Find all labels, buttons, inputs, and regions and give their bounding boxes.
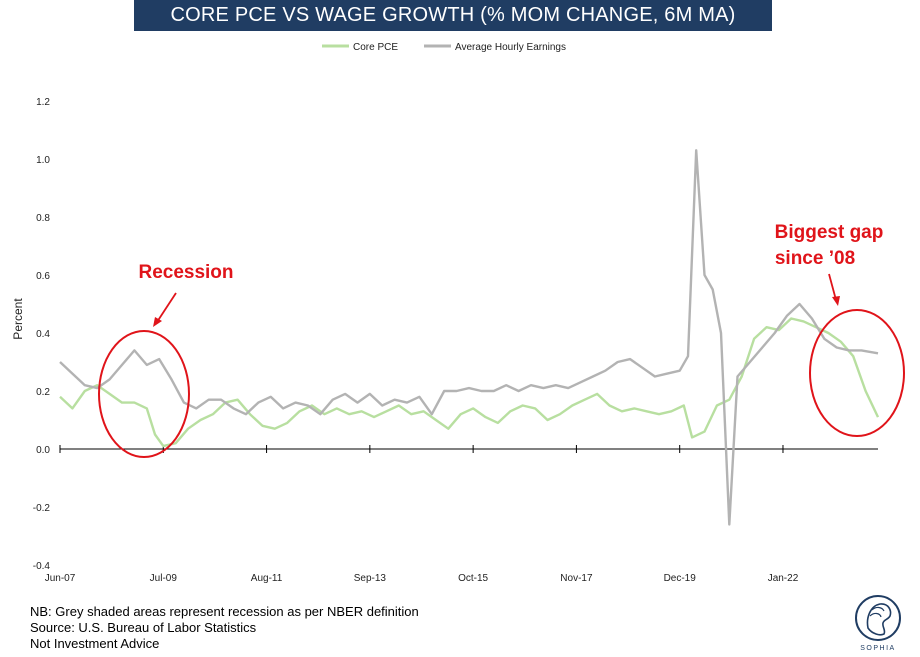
y-tick-label: 0.2 [36,387,50,398]
y-tick-label: -0.4 [33,561,51,572]
x-tick-label: Nov-17 [560,573,593,584]
y-tick-label: 1.2 [36,97,50,108]
series-line-average-hourly-earnings [59,149,879,526]
y-tick-label: 0.6 [36,271,50,282]
footer-disclaimer: Not Investment Advice [30,636,160,651]
y-tick-label: -0.2 [33,503,51,514]
biggest-gap-annotation: Biggest gap since ’08 [775,222,905,437]
x-tick-label: Oct-15 [458,573,488,584]
x-tick-label: Jun-07 [45,573,76,584]
footer-note-recession: NB: Grey shaded areas represent recessio… [30,604,419,619]
y-axis-label: Percent [11,298,25,340]
recession-label: Recession [138,262,233,283]
legend: Core PCE Average Hourly Earnings [322,42,566,53]
biggest-gap-label-line2: since ’08 [775,248,855,269]
logo-head-icon [866,603,892,636]
legend-label-ahe: Average Hourly Earnings [455,42,566,53]
recession-arrow [156,292,177,323]
series-layer [59,149,880,526]
logo-hair-icon [869,606,885,618]
sophia-logo: SOPHIA [855,595,901,652]
x-tick-label: Jul-09 [150,573,178,584]
y-tick-label: 0.4 [36,329,50,340]
y-tick-label: 0.8 [36,213,50,224]
recession-circle [98,330,190,458]
x-tick-label: Jan-22 [768,573,799,584]
logo-text: SOPHIA [860,645,895,652]
x-axis: Jun-07 Jul-09 Aug-11 Sep-13 Oct-15 Nov-17 Dec-… [45,445,878,584]
legend-label-core-pce: Core PCE [353,42,398,53]
x-tick-label: Aug-11 [251,573,283,584]
recession-arrowhead [153,317,162,327]
biggest-gap-arrow [828,273,837,301]
x-tick-label: Dec-19 [664,573,697,584]
x-tick-label: Sep-13 [354,573,387,584]
biggest-gap-circle [809,309,905,437]
biggest-gap-label-line1: Biggest gap [775,222,884,243]
logo-ring-icon [855,595,901,641]
y-tick-labels: 1.2 1.0 0.8 0.6 0.4 0.2 0.0 -0.2 -0.4 [33,97,51,572]
biggest-gap-arrowhead [832,296,840,306]
footer-notes: NB: Grey shaded areas represent recessio… [30,604,419,652]
chart-title: CORE PCE VS WAGE GROWTH (% MOM CHANGE, 6… [170,4,736,26]
series-line-core-pce [59,317,880,448]
recession-annotation: Recession [98,262,234,458]
y-tick-label: 0.0 [36,445,50,456]
title-bar: CORE PCE VS WAGE GROWTH (% MOM CHANGE, 6… [134,0,772,31]
y-tick-label: 1.0 [36,155,50,166]
footer-source: Source: U.S. Bureau of Labor Statistics [30,620,257,635]
